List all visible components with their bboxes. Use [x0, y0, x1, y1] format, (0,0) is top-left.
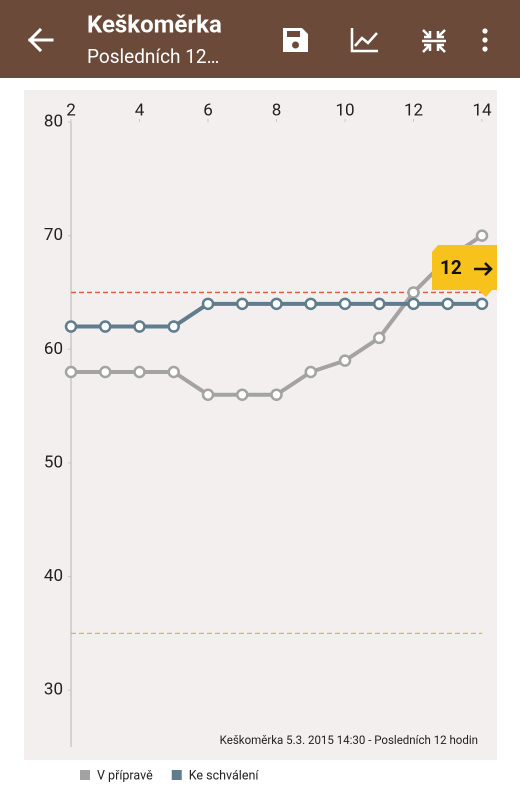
- chart-footer: Keškoměrka 5.3. 2015 14:30 - Posledních …: [220, 733, 478, 747]
- save-icon-slot: [287, 31, 300, 37]
- more-button[interactable]: [482, 28, 488, 52]
- y-tick-label: 40: [44, 566, 63, 586]
- x-tick-label: 8: [272, 100, 282, 120]
- chart-button[interactable]: [350, 28, 378, 53]
- data-point: [304, 365, 317, 379]
- data-point: [270, 388, 283, 401]
- data-point: [133, 365, 146, 379]
- time-marker-box: [432, 245, 497, 297]
- time-marker-arrow: [474, 262, 493, 276]
- x-tick-label: 4: [135, 100, 145, 120]
- data-point: [236, 388, 249, 401]
- data-point: [64, 320, 78, 333]
- y-tick-label: 70: [44, 225, 63, 245]
- x-tick-label: 12: [404, 100, 423, 120]
- y-tick-label: 80: [44, 111, 63, 131]
- y-tick-label: 50: [44, 452, 63, 472]
- data-point: [201, 297, 215, 311]
- data-point: [99, 365, 112, 379]
- data-point: [270, 297, 283, 311]
- dot: [482, 28, 488, 34]
- data-point: [338, 297, 352, 311]
- x-tick-label: 2: [66, 100, 76, 120]
- y-tick-label: 30: [44, 680, 63, 700]
- compress-icon: [422, 29, 446, 53]
- compress-button[interactable]: [422, 29, 446, 53]
- time-marker-label: 12: [440, 256, 462, 279]
- chart-icon-axes: [350, 28, 378, 53]
- legend-label: Ke schválení: [189, 768, 260, 783]
- dot: [482, 37, 488, 43]
- chart-background: [24, 90, 497, 760]
- data-point: [167, 365, 180, 379]
- legend-swatch: [80, 770, 90, 780]
- data-point: [475, 229, 489, 242]
- save-button[interactable]: [283, 28, 308, 52]
- data-point: [373, 331, 386, 345]
- data-point: [441, 297, 454, 311]
- app-subtitle: Posledních 12…: [87, 45, 219, 68]
- data-point: [236, 297, 249, 311]
- y-tick-label: 60: [44, 339, 63, 359]
- time-marker[interactable]: 12: [432, 245, 497, 297]
- data-point: [407, 286, 420, 299]
- data-point: [304, 297, 317, 311]
- back-button[interactable]: [27, 27, 54, 53]
- back-arrow: [27, 27, 54, 53]
- data-point: [99, 320, 112, 333]
- data-point: [64, 365, 78, 379]
- data-point: [475, 297, 489, 311]
- app-title: Keškoměrka: [87, 10, 222, 38]
- data-point: [201, 388, 215, 401]
- save-icon-dot: [292, 41, 299, 49]
- dot: [482, 46, 488, 52]
- app-bar: [0, 0, 520, 78]
- x-tick-label: 14: [472, 100, 492, 120]
- data-point: [407, 297, 420, 311]
- chart-icon-line: [354, 32, 378, 47]
- data-point: [133, 320, 146, 333]
- data-point: [167, 320, 180, 333]
- x-tick-label: 6: [203, 100, 213, 120]
- legend-swatch: [171, 770, 182, 780]
- x-tick-label: 10: [335, 100, 354, 120]
- chart: 30 40 50 60 70 802 4 6 8 10 12 14 12 Keškoměrka 5.3. …: [44, 100, 497, 783]
- data-point: [338, 354, 352, 367]
- data-point: [373, 297, 386, 311]
- legend-label: V přípravě: [97, 768, 153, 783]
